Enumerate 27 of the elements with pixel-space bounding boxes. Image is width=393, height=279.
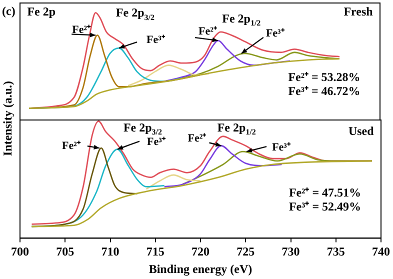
x-tick-label: 730 <box>282 244 300 258</box>
annotation: Fe³⁺ = 52.49% <box>288 200 362 214</box>
annotation: Fresh <box>344 4 374 18</box>
x-tick-label: 705 <box>56 244 74 258</box>
chart-title: (c) <box>2 4 16 18</box>
annotation: Used <box>348 124 374 138</box>
annotation: Fe²⁺ <box>188 132 207 145</box>
x-tick-label: 700 <box>11 244 29 258</box>
annotation: Fe²⁺ = 53.28% <box>288 70 360 84</box>
annotation: Fe²⁺ <box>72 24 92 36</box>
x-tick-label: 710 <box>101 244 120 258</box>
annotation: Fe³⁺ <box>147 136 166 148</box>
annotation: Fe²⁺ = 47.51% <box>288 185 362 200</box>
x-axis-title: Binding energy (eV) <box>148 262 252 276</box>
annotation: Fe³⁺ = 46.72% <box>288 84 360 98</box>
x-tick-label: 720 <box>192 244 210 258</box>
x-tick-label: 725 <box>236 244 255 258</box>
annotation: Fe³⁺ <box>272 141 291 154</box>
y-axis-title: Intensity (a.u.) <box>0 80 16 158</box>
annotation: Fe³⁺ <box>146 34 166 46</box>
x-tick-label: 715 <box>146 244 164 258</box>
annotation: Fe²⁺ <box>198 25 218 38</box>
x-tick-label: 740 <box>372 244 390 258</box>
x-tick-label: 735 <box>326 244 345 258</box>
annotation: Fe³⁺ <box>266 27 285 40</box>
annotation: Fe 2p <box>27 4 56 18</box>
annotation: Fe²⁺ <box>62 140 81 152</box>
